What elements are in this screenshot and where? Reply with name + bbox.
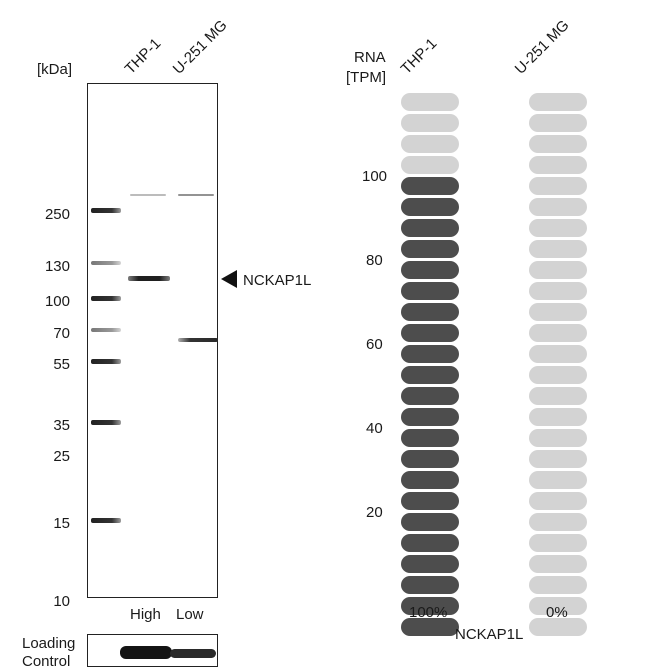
u251mg-band bbox=[178, 338, 218, 342]
rna-pill bbox=[401, 618, 459, 636]
rna-pill bbox=[401, 240, 459, 258]
loading-control-blot bbox=[87, 634, 218, 667]
lane-label-u251mg: U-251 MG bbox=[169, 16, 231, 78]
rna-pill bbox=[401, 303, 459, 321]
rna-pill bbox=[529, 198, 587, 216]
rna-pill bbox=[529, 303, 587, 321]
marker-25: 25 bbox=[53, 448, 70, 465]
rna-pill bbox=[529, 366, 587, 384]
rna-pill bbox=[401, 93, 459, 111]
rna-pill bbox=[529, 555, 587, 573]
ladder-band-250 bbox=[91, 208, 121, 213]
rna-pill bbox=[401, 198, 459, 216]
rna-tick-40: 40 bbox=[366, 420, 383, 437]
marker-55: 55 bbox=[53, 356, 70, 373]
rna-pill bbox=[529, 429, 587, 447]
rna-pill bbox=[529, 93, 587, 111]
ladder-band-70 bbox=[91, 328, 121, 332]
target-arrow-icon bbox=[221, 270, 237, 288]
rna-pill bbox=[529, 492, 587, 510]
target-protein-label: NCKAP1L bbox=[243, 272, 312, 289]
rna-pill bbox=[401, 114, 459, 132]
rna-pill bbox=[401, 135, 459, 153]
marker-130: 130 bbox=[44, 258, 70, 275]
rna-pill bbox=[529, 597, 587, 615]
loading-band-thp1 bbox=[120, 646, 172, 659]
rna-pill bbox=[401, 219, 459, 237]
rna-pill bbox=[529, 156, 587, 174]
rna-pill bbox=[529, 345, 587, 363]
rna-value-u251mg: 0% bbox=[546, 604, 568, 621]
rna-pill bbox=[401, 597, 459, 615]
rna-pill bbox=[529, 114, 587, 132]
rna-pill bbox=[529, 324, 587, 342]
loading-band-u251mg bbox=[170, 649, 216, 658]
rna-pill bbox=[529, 471, 587, 489]
western-blot-membrane bbox=[87, 83, 218, 598]
rna-pill bbox=[529, 408, 587, 426]
rna-pill bbox=[401, 156, 459, 174]
marker-250: 250 bbox=[44, 206, 70, 223]
rna-bar-column-u251mg bbox=[529, 0, 587, 671]
marker-15: 15 bbox=[53, 515, 70, 532]
rna-pill bbox=[401, 324, 459, 342]
rna-pill bbox=[529, 135, 587, 153]
rna-axis-label-line1: RNA bbox=[354, 49, 386, 66]
rna-pill bbox=[529, 450, 587, 468]
rna-pill bbox=[401, 471, 459, 489]
rna-pill bbox=[529, 576, 587, 594]
rna-tick-80: 80 bbox=[366, 252, 383, 269]
rna-pill bbox=[401, 345, 459, 363]
ladder-band-130 bbox=[91, 261, 121, 265]
rna-pill bbox=[401, 492, 459, 510]
lane-level-low: Low bbox=[176, 606, 204, 623]
loading-control-label-line2: Control bbox=[22, 653, 71, 670]
rna-pill bbox=[401, 534, 459, 552]
rna-value-thp1: 100% bbox=[409, 604, 448, 621]
rna-bar-column-thp1 bbox=[401, 0, 459, 671]
faint-band-u251-top bbox=[178, 194, 214, 196]
rna-pill bbox=[529, 219, 587, 237]
rna-pill bbox=[401, 261, 459, 279]
rna-pill bbox=[529, 387, 587, 405]
rna-axis-label-line2: [TPM] bbox=[346, 69, 386, 86]
rna-pill bbox=[529, 513, 587, 531]
rna-tick-100: 100 bbox=[362, 168, 388, 185]
rna-tick-20: 20 bbox=[366, 504, 383, 521]
rna-pill bbox=[401, 513, 459, 531]
ladder-band-55 bbox=[91, 359, 121, 364]
loading-control-label-line1: Loading bbox=[22, 635, 76, 652]
marker-10: 10 bbox=[53, 593, 70, 610]
marker-70: 70 bbox=[53, 325, 70, 342]
ladder-band-15 bbox=[91, 518, 121, 523]
rna-pill bbox=[529, 534, 587, 552]
lane-label-thp1: THP-1 bbox=[121, 35, 165, 78]
rna-pill bbox=[529, 177, 587, 195]
rna-pill bbox=[401, 555, 459, 573]
thp1-target-band bbox=[128, 276, 170, 281]
rna-pill bbox=[401, 450, 459, 468]
rna-pill bbox=[529, 240, 587, 258]
rna-gene-label: NCKAP1L bbox=[455, 626, 524, 643]
rna-pill bbox=[401, 177, 459, 195]
rna-pill bbox=[401, 366, 459, 384]
rna-pill bbox=[401, 429, 459, 447]
rna-pill bbox=[529, 282, 587, 300]
ladder-band-100 bbox=[91, 296, 121, 301]
kda-unit-label: [kDa] bbox=[37, 61, 73, 78]
rna-pill bbox=[401, 408, 459, 426]
rna-pill bbox=[401, 576, 459, 594]
rna-pill bbox=[529, 261, 587, 279]
rna-pill bbox=[401, 387, 459, 405]
rna-pill bbox=[401, 282, 459, 300]
rna-tick-60: 60 bbox=[366, 336, 383, 353]
marker-35: 35 bbox=[53, 417, 70, 434]
ladder-band-35 bbox=[91, 420, 121, 425]
rna-pill bbox=[529, 618, 587, 636]
marker-100: 100 bbox=[44, 293, 70, 310]
lane-level-high: High bbox=[130, 606, 161, 623]
faint-band-thp1-top bbox=[130, 194, 166, 196]
